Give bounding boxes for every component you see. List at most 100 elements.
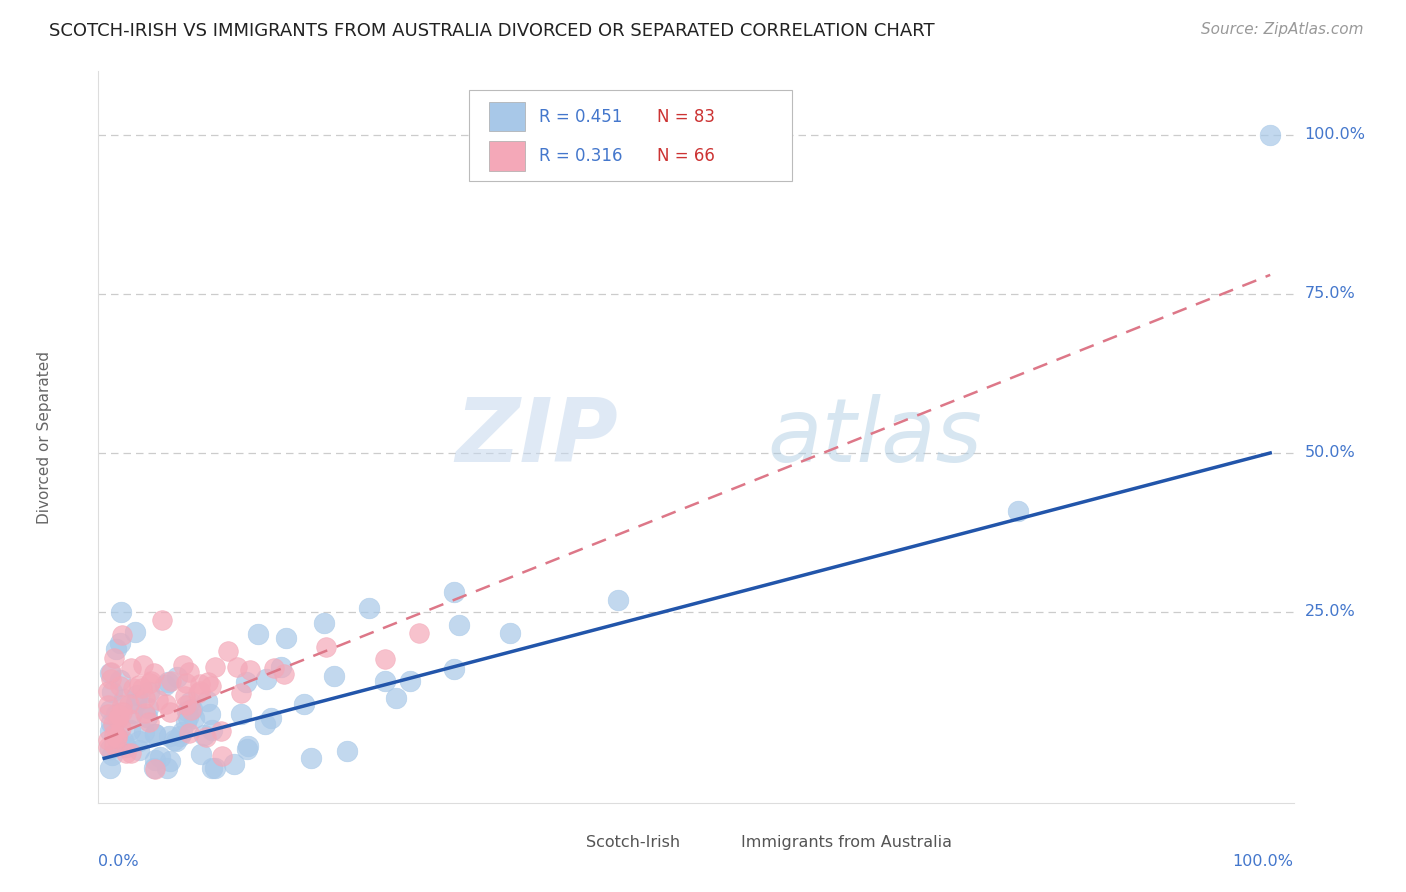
Point xyxy=(120,713,142,727)
Point xyxy=(142,761,165,775)
Point xyxy=(101,685,124,699)
Point xyxy=(112,692,135,706)
Text: Scotch-Irish: Scotch-Irish xyxy=(586,835,681,850)
Point xyxy=(136,710,159,724)
Point xyxy=(246,627,269,641)
Point xyxy=(447,618,470,632)
Point xyxy=(112,734,135,748)
Point xyxy=(136,700,159,714)
Point xyxy=(170,724,193,739)
Point xyxy=(231,686,253,700)
Point xyxy=(155,698,177,712)
Point xyxy=(143,762,166,776)
Point xyxy=(111,698,134,712)
Point xyxy=(188,684,211,698)
Point xyxy=(177,710,200,724)
Point xyxy=(122,681,145,695)
Bar xyxy=(489,102,524,131)
Point xyxy=(176,704,198,718)
Point xyxy=(225,660,247,674)
Point xyxy=(100,672,122,686)
FancyBboxPatch shape xyxy=(470,90,792,181)
Point xyxy=(176,676,198,690)
Point xyxy=(374,652,396,666)
Point xyxy=(166,734,188,748)
Point xyxy=(204,761,226,775)
Text: Source: ZipAtlas.com: Source: ZipAtlas.com xyxy=(1201,22,1364,37)
Point xyxy=(385,690,408,705)
Text: 0.0%: 0.0% xyxy=(98,854,139,869)
Text: 75.0%: 75.0% xyxy=(1305,286,1355,301)
Text: 50.0%: 50.0% xyxy=(1305,445,1355,460)
Point xyxy=(273,667,295,681)
Point xyxy=(260,711,283,725)
Point xyxy=(159,705,181,719)
Point xyxy=(276,632,298,646)
Bar xyxy=(709,834,734,850)
Point xyxy=(128,742,150,756)
Point xyxy=(101,747,124,762)
Point xyxy=(120,746,142,760)
Point xyxy=(198,706,221,721)
Point xyxy=(193,728,215,742)
Point xyxy=(357,601,380,615)
Point xyxy=(176,714,198,729)
Point xyxy=(179,695,201,709)
Point xyxy=(143,726,166,740)
Point xyxy=(336,744,359,758)
Point xyxy=(98,724,121,739)
Point xyxy=(124,696,146,710)
Point xyxy=(201,723,224,738)
Point xyxy=(134,691,156,706)
Point xyxy=(1007,504,1029,518)
Point xyxy=(98,666,121,681)
Point xyxy=(142,666,165,681)
Point xyxy=(103,738,125,752)
Point xyxy=(607,592,630,607)
Point xyxy=(190,747,212,761)
Point xyxy=(110,722,132,736)
Point xyxy=(312,615,335,630)
Point xyxy=(100,716,122,731)
Point xyxy=(98,761,121,775)
Point xyxy=(107,712,129,726)
Point xyxy=(204,660,226,674)
Point xyxy=(103,727,125,741)
Point xyxy=(211,749,233,764)
Text: R = 0.316: R = 0.316 xyxy=(540,147,623,165)
Point xyxy=(177,726,200,740)
Bar xyxy=(489,142,524,170)
Point xyxy=(156,675,179,690)
Text: atlas: atlas xyxy=(768,394,983,480)
Point xyxy=(104,641,127,656)
Point xyxy=(97,739,120,754)
Point xyxy=(292,697,315,711)
Point xyxy=(195,730,218,744)
Point xyxy=(105,731,128,745)
Text: 100.0%: 100.0% xyxy=(1305,128,1365,143)
Point xyxy=(97,698,120,712)
Point xyxy=(162,733,184,747)
Point xyxy=(443,662,465,676)
Point xyxy=(408,626,430,640)
Point xyxy=(197,675,219,690)
Point xyxy=(183,711,205,725)
Point xyxy=(143,753,166,767)
Point xyxy=(201,761,224,775)
Point xyxy=(108,673,131,687)
Point xyxy=(166,670,188,684)
Point xyxy=(134,706,156,720)
Text: 100.0%: 100.0% xyxy=(1233,854,1294,869)
Point xyxy=(299,750,322,764)
Point xyxy=(98,742,121,756)
Point xyxy=(110,706,132,720)
Point xyxy=(1258,128,1281,142)
Point xyxy=(132,658,155,673)
Point xyxy=(315,640,337,654)
Point xyxy=(127,688,149,702)
Point xyxy=(108,679,131,693)
Point xyxy=(153,678,176,692)
Point xyxy=(270,660,292,674)
Point xyxy=(131,681,153,696)
Point xyxy=(110,605,132,619)
